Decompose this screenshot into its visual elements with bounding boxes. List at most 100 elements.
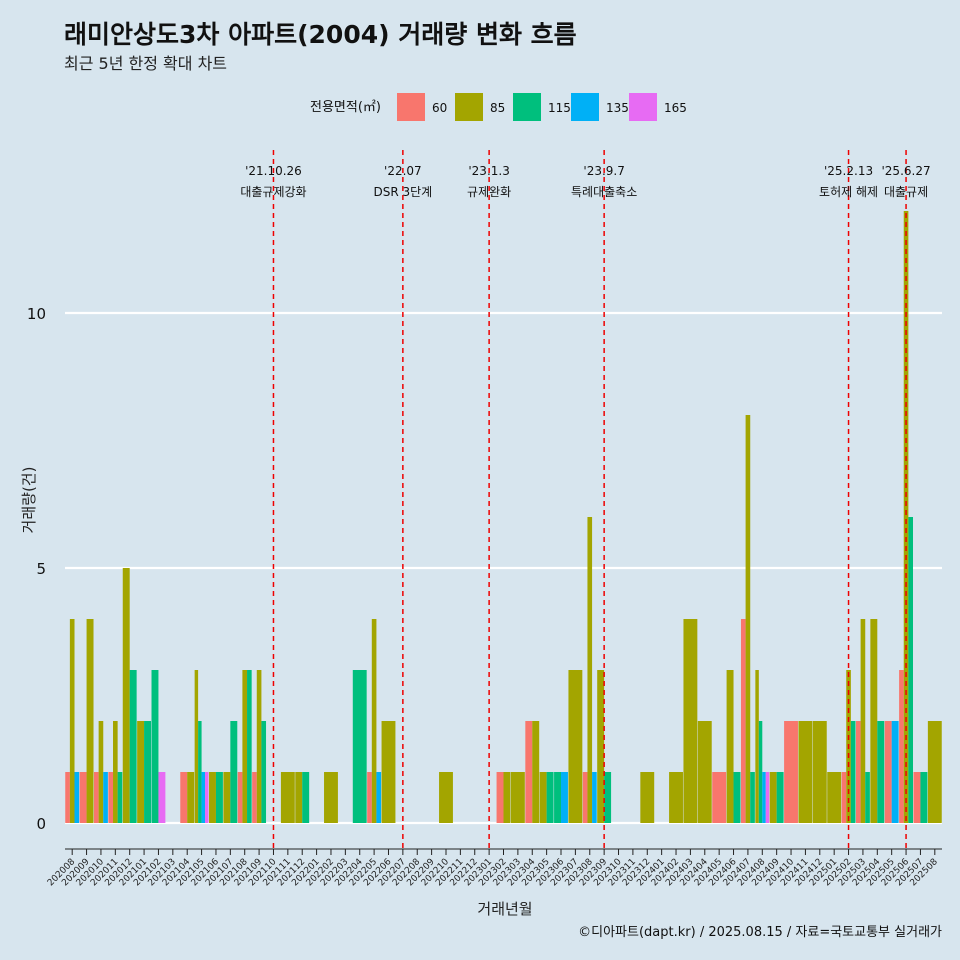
- bar-60-202304: [525, 721, 533, 823]
- bar-85-202009: [86, 619, 94, 823]
- reference-lines: '21.10.26 대출규제강화 '22.07 DSR 3단계 '23.1.3 규제완화 '…: [240, 150, 931, 849]
- bar-85-202412: [812, 721, 827, 823]
- bar-85-202308: [587, 517, 593, 823]
- bar-60-202507: [913, 772, 921, 823]
- bar-85-202112: [295, 772, 303, 823]
- bar-85-202302: [503, 772, 511, 823]
- bar-115-202506: [908, 517, 913, 823]
- bar-85-202010: [98, 721, 104, 823]
- bar-85-202312: [640, 772, 655, 823]
- bar-85-202402: [669, 772, 683, 823]
- legend-swatch-85: [455, 93, 483, 121]
- bar-115-202107: [230, 721, 238, 823]
- bar-115-202108: [247, 670, 252, 823]
- legend-label-165: 165: [664, 101, 687, 115]
- annotation-date: '25.2.13: [824, 164, 873, 178]
- chart-title: 래미안상도3차 아파트(2004) 거래량 변화 흐름: [64, 20, 577, 49]
- bar-85-202501: [827, 772, 842, 823]
- bar-60-202407: [740, 619, 746, 823]
- bar-60-202008: [65, 772, 70, 823]
- bar-60-202108: [237, 772, 243, 823]
- bar-135-202105: [201, 772, 206, 823]
- chart-subtitle: 최근 5년 한정 확대 차트: [64, 54, 227, 73]
- bar-115-202406: [733, 772, 741, 823]
- bar-115-202305: [546, 772, 554, 823]
- bar-85-202404: [697, 721, 712, 823]
- annotation-date: '22.07: [384, 164, 422, 178]
- bar-115-202504: [877, 721, 885, 823]
- bar-85-202109: [256, 670, 262, 823]
- bar-60-202502: [841, 772, 847, 823]
- annotation-date: '21.10.26: [245, 164, 302, 178]
- bar-60-202410: [784, 721, 798, 823]
- annotation-label: DSR 3단계: [373, 185, 432, 199]
- bar-135-202505: [891, 721, 899, 823]
- annotation-date: '25.6.27: [882, 164, 931, 178]
- bar-135-202010: [103, 772, 108, 823]
- bar-85-202305: [539, 772, 547, 823]
- bar-115-202106: [215, 772, 223, 823]
- bar-85-202409: [769, 772, 777, 823]
- bar-115-202204: [352, 670, 367, 823]
- bar-60-202503: [855, 721, 861, 823]
- bar-85-202403: [683, 619, 698, 823]
- bar-85-202406: [726, 670, 734, 823]
- y-axis: 0 5 10: [27, 305, 46, 833]
- x-axis: 2020082020092020102020112020122021012021…: [46, 848, 942, 888]
- bar-85-202108: [242, 670, 248, 823]
- annotation-label: 대출규제강화: [240, 185, 306, 199]
- annotation-date: '23.1.3: [468, 164, 509, 178]
- bar-85-202504: [870, 619, 878, 823]
- bar-60-202302: [496, 772, 504, 823]
- bar-60-202010: [94, 772, 99, 823]
- legend-swatch-115: [513, 93, 541, 121]
- bar-85-202508: [927, 721, 942, 823]
- bar-115-202502: [850, 721, 856, 823]
- bar-165-202105: [205, 772, 209, 823]
- bar-165-202102: [158, 772, 166, 823]
- bar-85-202503: [860, 619, 866, 823]
- bar-115-202407: [750, 772, 755, 823]
- y-tick-label: 5: [36, 560, 46, 578]
- bar-85-202210: [439, 772, 453, 823]
- y-axis-title: 거래량(건): [20, 467, 38, 534]
- bar-115-202101: [144, 721, 152, 823]
- bar-60-202505: [884, 721, 892, 823]
- y-tick-label: 10: [27, 305, 46, 323]
- bar-135-202008: [74, 772, 80, 823]
- bar-115-202507: [920, 772, 928, 823]
- bar-115-202306: [554, 772, 562, 823]
- bar-85-202111: [280, 772, 295, 823]
- bar-60-202009: [79, 772, 87, 823]
- bar-85-202107: [223, 772, 231, 823]
- legend-label-115: 115: [548, 101, 571, 115]
- bar-115-202105: [198, 721, 202, 823]
- bar-115-202102: [151, 670, 159, 823]
- bar-85-202206: [381, 721, 396, 823]
- legend-swatch-135: [571, 93, 599, 121]
- chart-caption: ©디아파트(dapt.kr) / 2025.08.15 / 자료=국토교통부 실…: [578, 925, 942, 940]
- bar-115-202011: [117, 772, 123, 823]
- bar-60-202011: [108, 772, 114, 823]
- bar-115-202309: [604, 772, 612, 823]
- legend-label-85: 85: [490, 101, 505, 115]
- bar-115-202012: [129, 670, 137, 823]
- bar-85-202011: [113, 721, 118, 823]
- y-tick-label: 0: [36, 815, 46, 833]
- bar-85-202411: [798, 721, 813, 823]
- legend-label-135: 135: [606, 101, 629, 115]
- bar-60-202506: [899, 670, 904, 823]
- legend-label-60: 60: [432, 101, 447, 115]
- bars: [65, 211, 942, 823]
- bar-135-202408: [762, 772, 766, 823]
- x-axis-title: 거래년월: [477, 900, 532, 918]
- bar-85-202407: [745, 415, 751, 823]
- legend-swatch-60: [397, 93, 425, 121]
- bar-85-202012: [122, 568, 130, 823]
- bar-85-202303: [510, 772, 525, 823]
- bar-115-202503: [865, 772, 870, 823]
- bar-85-202304: [532, 721, 540, 823]
- bar-60-202405: [712, 772, 727, 823]
- bar-85-202506: [903, 211, 909, 823]
